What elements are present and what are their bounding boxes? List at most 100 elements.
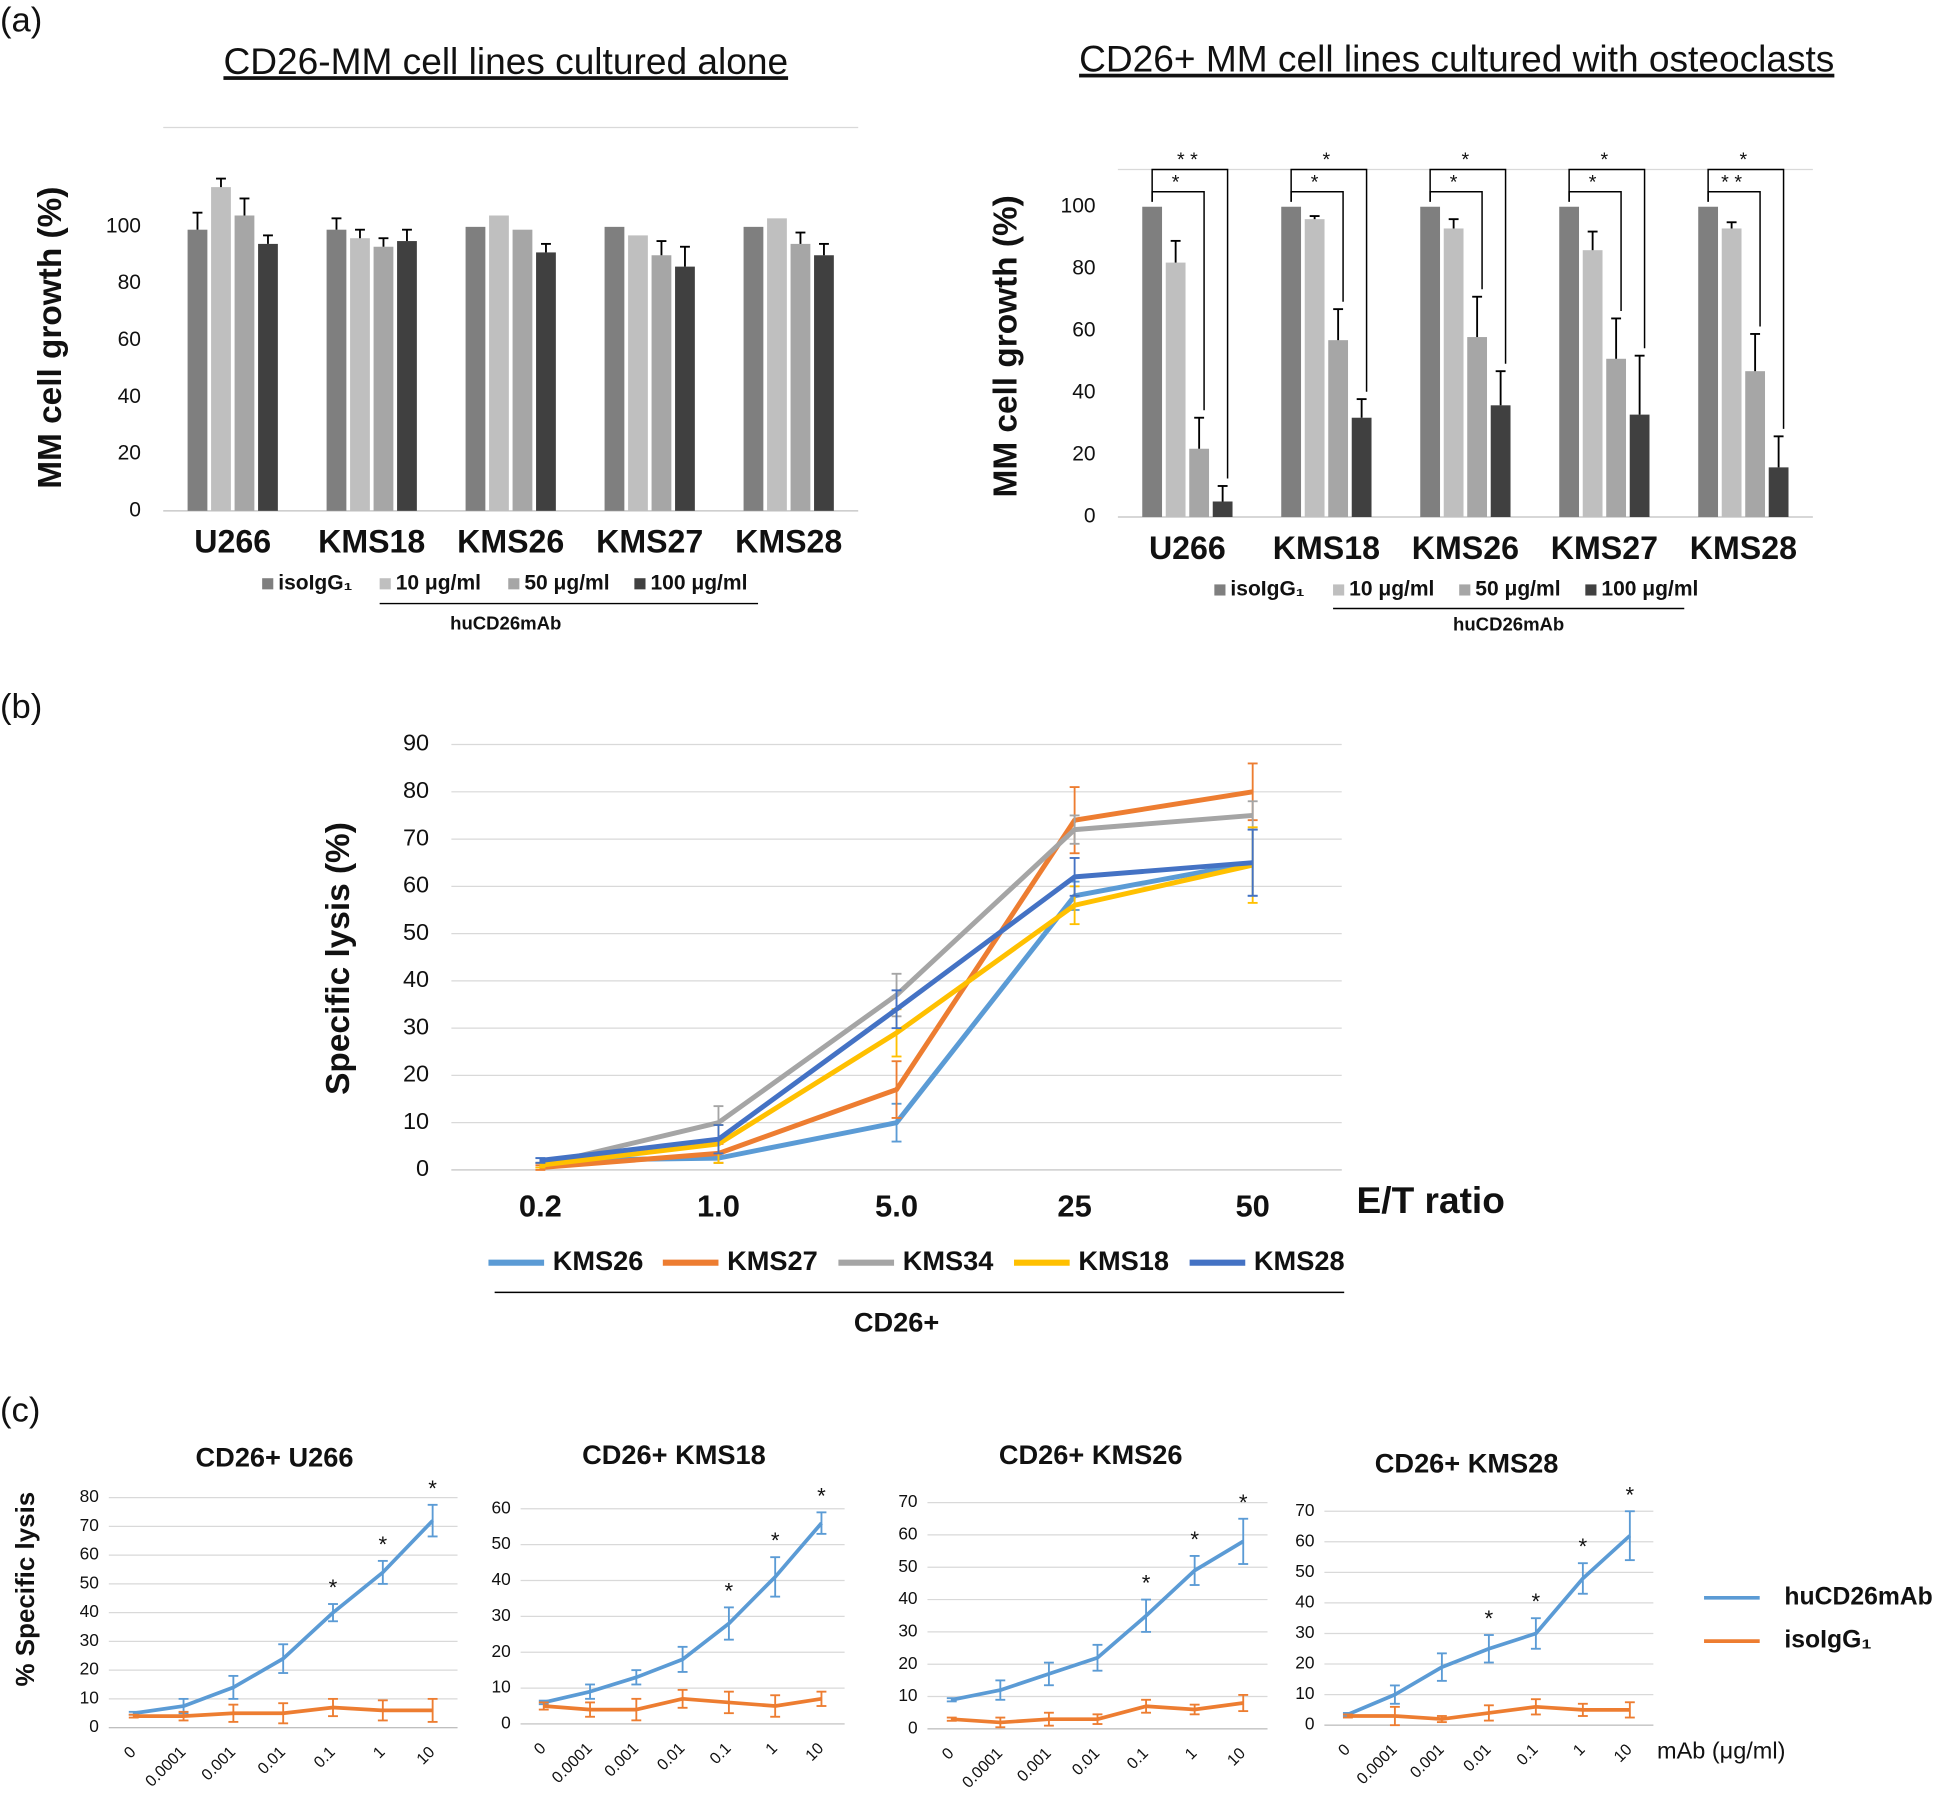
- x-tick-label: 0: [121, 1743, 140, 1762]
- y-tick-label: 40: [898, 1588, 917, 1608]
- significance-bracket: [1568, 191, 1622, 312]
- bar: [1281, 206, 1302, 518]
- y-tick-label: 70: [1295, 1500, 1314, 1520]
- x-tick-label: 0.01: [1460, 1740, 1495, 1775]
- legend-label: KMS34: [903, 1245, 994, 1276]
- y-tick-label: 20: [118, 442, 141, 465]
- y-tick-label: 100: [1061, 194, 1096, 217]
- significance-mark: *: [428, 1476, 437, 1501]
- y-tick-label: 40: [403, 966, 429, 992]
- x-tick-label: 1: [762, 1739, 781, 1758]
- bar: [651, 255, 672, 511]
- significance-mark: *: [1532, 1589, 1541, 1614]
- significance-bracket: [1290, 168, 1368, 392]
- y-tick-label: 0: [1305, 1714, 1315, 1734]
- y-tick-label: 30: [80, 1630, 99, 1650]
- group-label: huCD26mAb: [1453, 614, 1564, 635]
- x-tick-label: 0.0001: [548, 1739, 596, 1787]
- legend-label: KMS27: [727, 1245, 818, 1276]
- y-tick-label: 50: [898, 1556, 917, 1576]
- bar: [814, 255, 834, 511]
- legend-swatch: [379, 578, 391, 590]
- x-tick-label: 10: [413, 1743, 438, 1768]
- x-tick-label: 1: [1181, 1744, 1200, 1763]
- y-tick-label: 10: [898, 1685, 917, 1705]
- bar: [465, 226, 486, 511]
- x-tick-label: 0.0001: [959, 1744, 1007, 1792]
- x-tick-label: 1.0: [697, 1188, 740, 1223]
- bar: [1304, 219, 1325, 518]
- legend-label: 50 μg/ml: [524, 571, 609, 594]
- bar: [1721, 228, 1742, 518]
- significance-mark: *: [1239, 1490, 1248, 1515]
- x-tick-label: KMS27: [1551, 530, 1658, 566]
- x-tick-label: U266: [194, 524, 271, 560]
- bar: [1582, 250, 1603, 518]
- bar: [1606, 358, 1627, 518]
- x-tick-label: 0.0001: [1353, 1740, 1401, 1788]
- y-axis-label: MM cell growth (%): [32, 187, 69, 489]
- bar: [1559, 206, 1580, 518]
- bar: [1420, 206, 1441, 518]
- x-tick-label: 50: [1235, 1188, 1269, 1223]
- x-tick-label: 0.2: [519, 1188, 562, 1223]
- bar: [211, 187, 231, 511]
- significance-bracket: [1429, 168, 1507, 364]
- y-tick-label: 0: [416, 1155, 429, 1181]
- legend-label: KMS18: [1078, 1245, 1169, 1276]
- y-tick-label: 20: [491, 1641, 510, 1661]
- bar: [1189, 448, 1210, 518]
- legend-swatch: [1333, 584, 1345, 596]
- bar: [536, 252, 556, 511]
- bar: [604, 226, 625, 511]
- chart-title: CD26+ KMS28: [1375, 1448, 1559, 1479]
- bar: [512, 229, 533, 511]
- bar: [373, 246, 394, 511]
- y-tick-label: 90: [403, 730, 429, 756]
- x-tick-label: 10: [1224, 1744, 1249, 1769]
- bar: [350, 238, 370, 511]
- bar: [1490, 405, 1511, 518]
- bar: [1629, 414, 1650, 518]
- significance-mark: *: [1190, 1527, 1199, 1552]
- significance-bracket: [1568, 168, 1646, 349]
- legend-swatch: [1459, 584, 1471, 596]
- bar: [187, 229, 208, 511]
- significance-mark: *: [1740, 149, 1748, 171]
- significance-bracket: [1151, 191, 1205, 411]
- x-tick-label: U266: [1149, 530, 1226, 566]
- y-tick-label: 80: [80, 1486, 99, 1506]
- x-axis-label: mAb (μg/ml): [1657, 1738, 1785, 1764]
- legend-label: huCD26mAb: [1784, 1583, 1932, 1610]
- y-tick-label: 30: [898, 1620, 917, 1640]
- legend-label: isoIgG₁: [1230, 578, 1304, 601]
- panel-label: (b): [0, 688, 42, 726]
- x-tick-label: 0.001: [601, 1739, 642, 1780]
- bar: [258, 243, 278, 511]
- y-tick-label: 50: [403, 919, 429, 945]
- y-tick-label: 70: [80, 1515, 99, 1535]
- panel-label: (c): [0, 1391, 40, 1429]
- x-tick-label: 0.1: [1513, 1740, 1542, 1769]
- y-tick-label: 60: [898, 1523, 917, 1543]
- significance-mark: * *: [1177, 149, 1198, 171]
- y-tick-label: 70: [403, 824, 429, 850]
- y-tick-label: 50: [491, 1533, 510, 1553]
- chart-title: CD26+ U266: [196, 1441, 354, 1472]
- legend-label: 10 μg/ml: [1349, 578, 1434, 601]
- y-axis-label: MM cell growth (%): [988, 195, 1025, 497]
- x-tick-label: 0.1: [310, 1743, 339, 1772]
- x-tick-label: 0.001: [198, 1743, 239, 1784]
- bar: [1142, 206, 1163, 518]
- x-tick-label: 10: [1610, 1740, 1635, 1765]
- y-tick-label: 0: [908, 1717, 918, 1737]
- x-tick-label: 0.1: [1123, 1744, 1152, 1773]
- series-line: [133, 1519, 434, 1716]
- legend-label: 100 μg/ml: [650, 571, 747, 594]
- y-tick-label: 10: [491, 1677, 510, 1697]
- x-tick-label: 0: [531, 1739, 550, 1758]
- y-tick-label: 70: [898, 1491, 917, 1511]
- y-tick-label: 40: [1295, 1592, 1314, 1612]
- legend-label: 100 μg/ml: [1601, 578, 1698, 601]
- y-tick-label: 50: [80, 1572, 99, 1592]
